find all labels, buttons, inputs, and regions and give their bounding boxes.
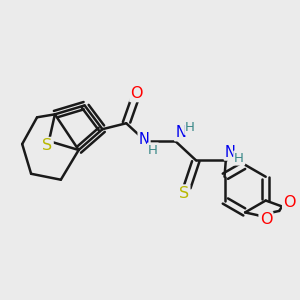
Text: N: N — [139, 132, 149, 147]
Text: N: N — [225, 145, 236, 160]
Text: O: O — [260, 212, 272, 227]
Text: S: S — [179, 186, 189, 201]
Text: S: S — [42, 138, 52, 153]
Text: N: N — [175, 125, 186, 140]
Text: H: H — [234, 152, 244, 164]
Text: O: O — [130, 86, 143, 101]
Text: H: H — [148, 143, 158, 157]
Text: H: H — [185, 121, 195, 134]
Text: O: O — [283, 194, 296, 209]
